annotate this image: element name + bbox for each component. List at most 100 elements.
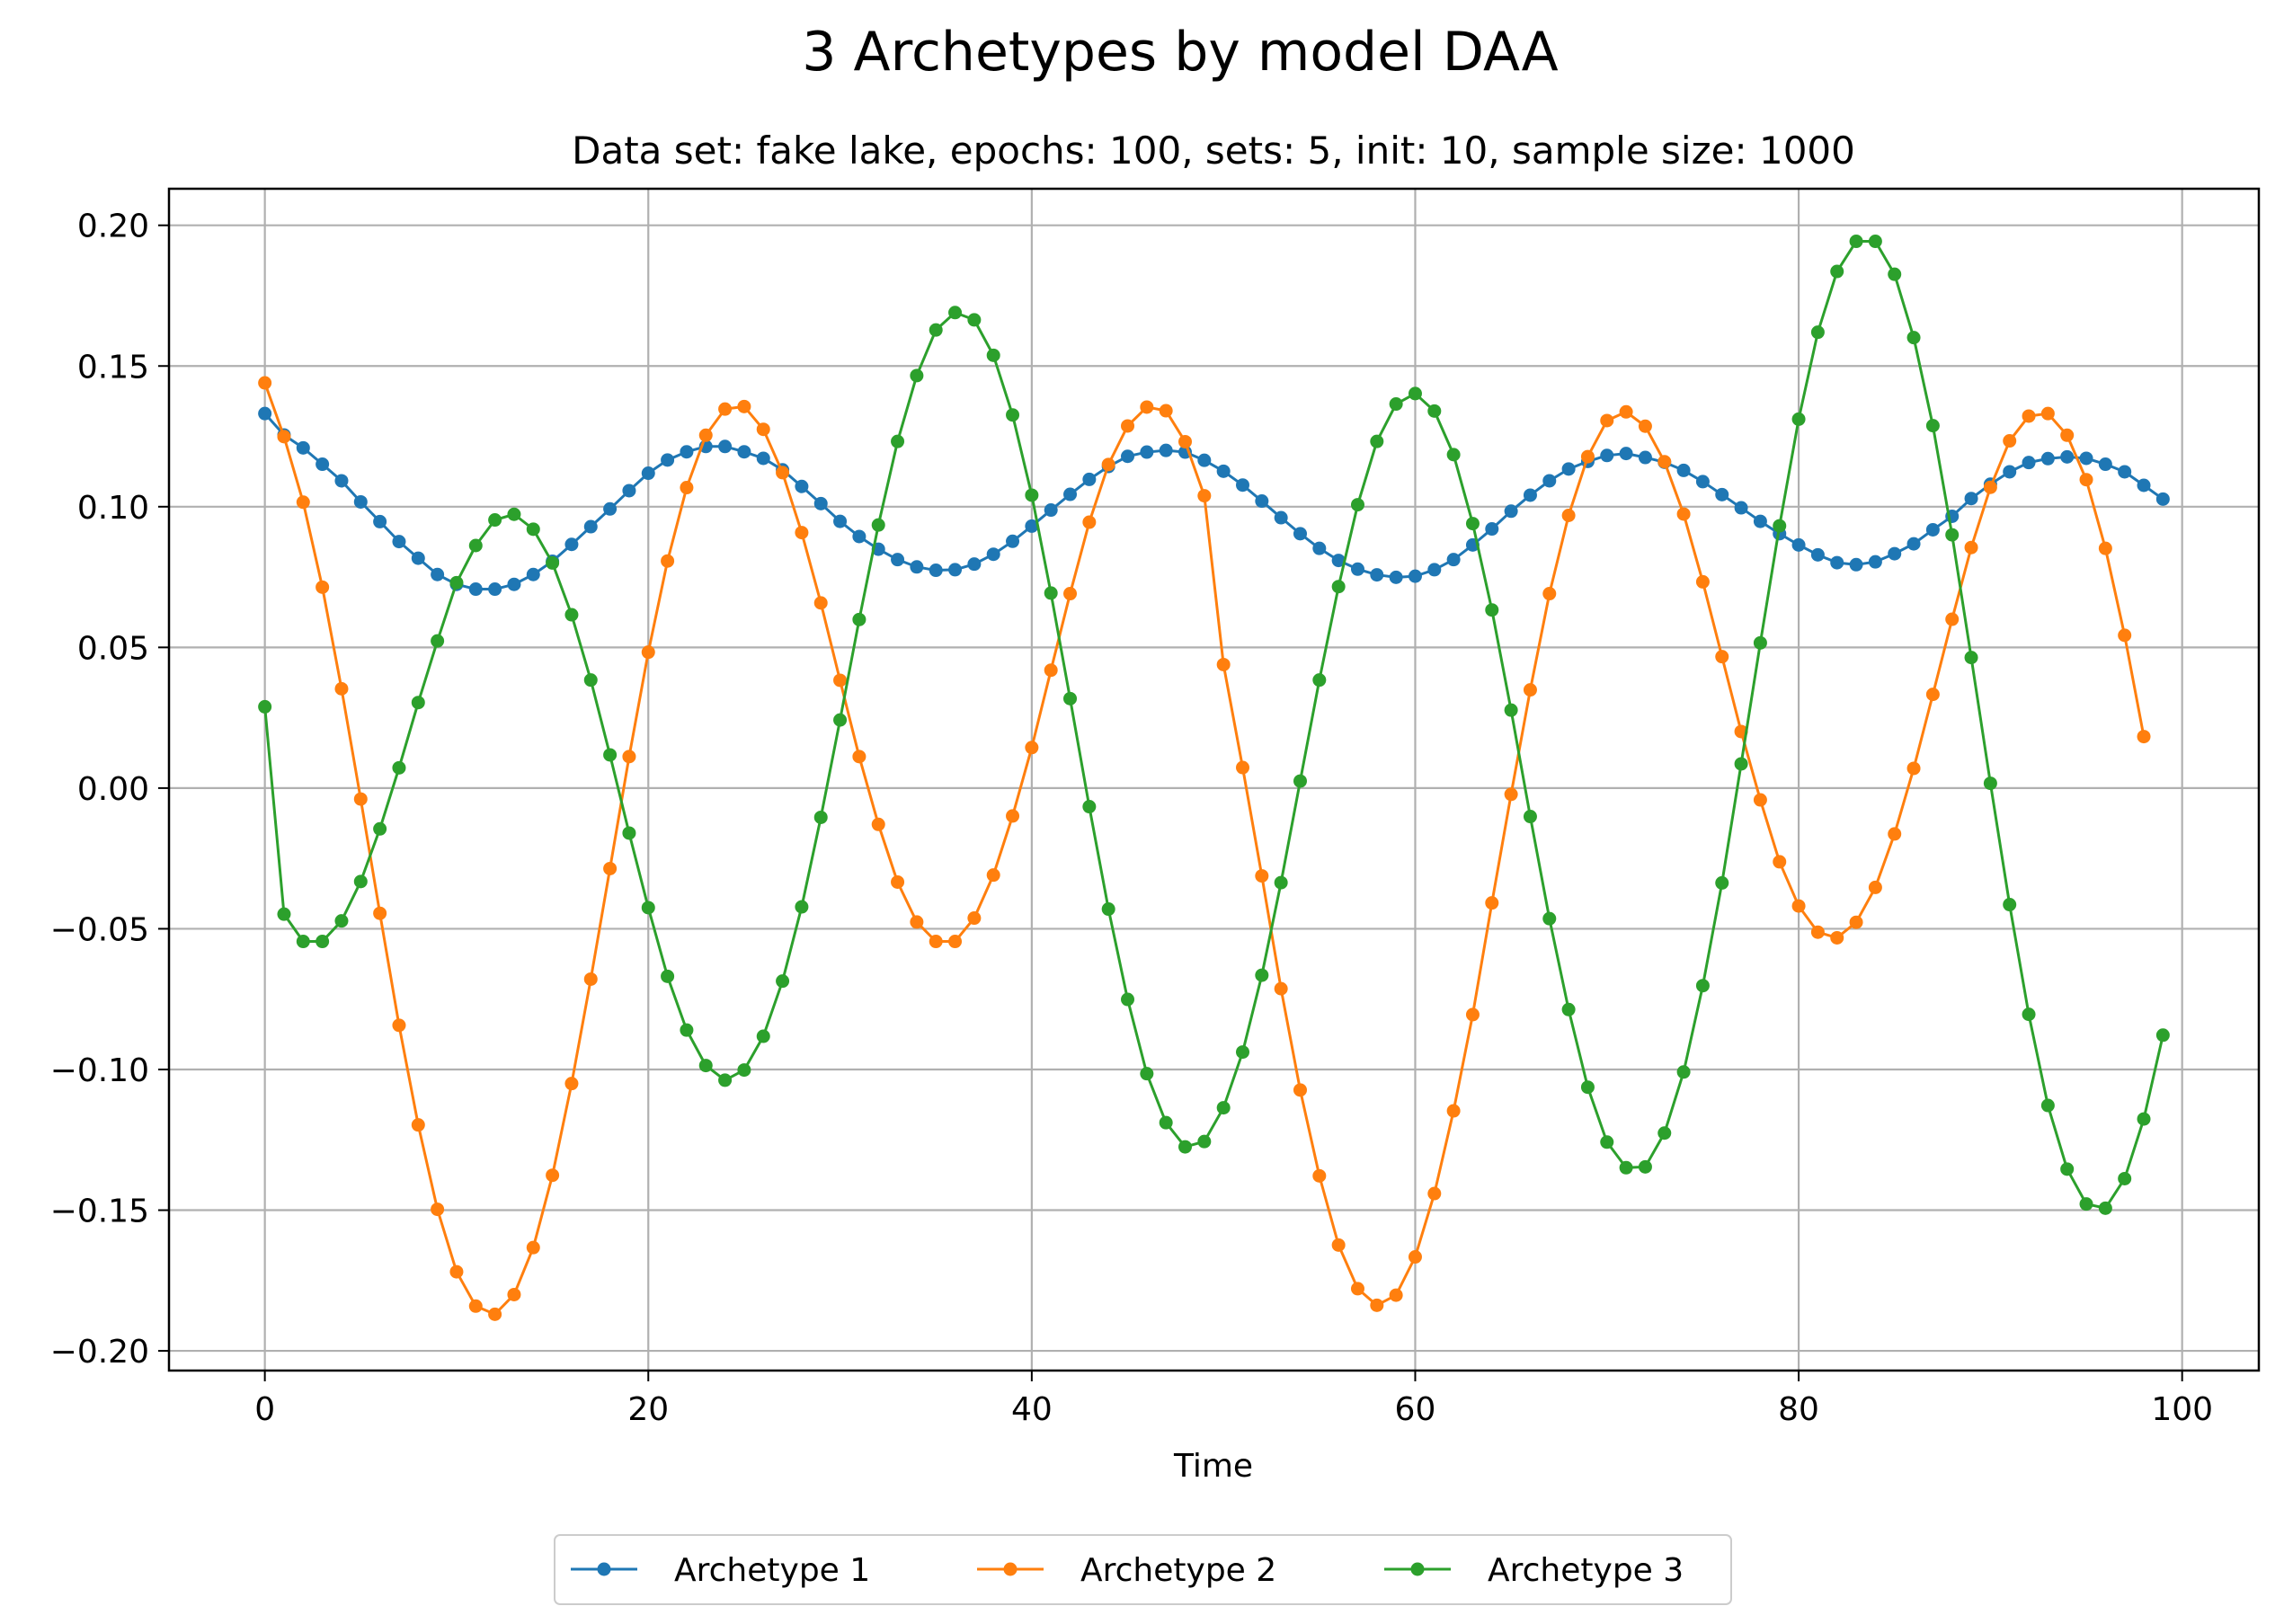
data-point bbox=[1312, 541, 1327, 555]
data-point bbox=[1791, 899, 1806, 913]
data-point bbox=[1408, 1250, 1422, 1265]
data-point bbox=[2003, 465, 2017, 479]
data-point bbox=[641, 901, 655, 915]
data-point bbox=[1044, 663, 1058, 678]
data-point bbox=[1274, 875, 1288, 890]
data-point bbox=[1964, 540, 1978, 555]
chart-title: 3 Archetypes by model DAA bbox=[802, 21, 1558, 84]
data-point bbox=[910, 368, 924, 383]
data-point bbox=[622, 750, 636, 764]
data-point bbox=[353, 494, 368, 509]
series-archetype-1 bbox=[258, 406, 2170, 597]
data-point bbox=[583, 519, 598, 534]
data-point bbox=[1082, 800, 1097, 814]
data-point bbox=[756, 451, 770, 466]
data-point bbox=[449, 1265, 464, 1279]
data-point bbox=[1542, 587, 1557, 601]
data-point bbox=[1715, 650, 1729, 664]
data-point bbox=[334, 474, 349, 488]
data-point bbox=[1868, 555, 1882, 569]
data-point bbox=[1121, 449, 1135, 464]
data-point bbox=[1485, 603, 1499, 617]
data-point bbox=[1849, 557, 1863, 572]
data-point bbox=[1638, 1159, 1652, 1174]
data-point bbox=[1925, 688, 1940, 702]
data-point bbox=[680, 1023, 694, 1037]
data-point bbox=[411, 696, 425, 710]
data-point bbox=[507, 1287, 521, 1301]
data-point bbox=[718, 1073, 733, 1087]
data-point bbox=[1657, 1126, 1672, 1140]
data-point bbox=[2040, 406, 2055, 421]
data-point bbox=[1255, 494, 1269, 509]
data-point bbox=[1063, 691, 1078, 706]
data-point bbox=[756, 422, 770, 437]
data-point bbox=[833, 514, 848, 528]
data-point bbox=[2003, 898, 2017, 912]
data-point bbox=[2098, 541, 2112, 555]
data-point bbox=[1006, 408, 1020, 422]
y-tick-label: −0.20 bbox=[50, 1334, 149, 1371]
data-point bbox=[1293, 1083, 1307, 1097]
data-point bbox=[2137, 478, 2151, 493]
y-tick-label: −0.10 bbox=[50, 1052, 149, 1089]
data-point bbox=[967, 557, 982, 572]
data-point bbox=[1810, 925, 1825, 939]
data-point bbox=[526, 567, 540, 581]
data-point bbox=[1236, 760, 1249, 775]
data-point bbox=[468, 1299, 483, 1313]
data-point bbox=[431, 1202, 445, 1217]
data-point bbox=[737, 1063, 751, 1078]
data-point bbox=[661, 969, 675, 983]
data-point bbox=[1063, 487, 1078, 501]
data-point bbox=[1121, 419, 1135, 433]
data-point bbox=[1101, 902, 1115, 917]
data-point bbox=[910, 915, 924, 929]
data-point bbox=[411, 1118, 425, 1132]
data-point bbox=[661, 554, 675, 568]
data-point bbox=[1197, 453, 1212, 467]
data-point bbox=[1178, 1140, 1192, 1154]
x-tick-label: 0 bbox=[254, 1391, 275, 1428]
data-point bbox=[622, 484, 636, 498]
data-point bbox=[680, 445, 694, 459]
data-point bbox=[2079, 451, 2093, 466]
data-point bbox=[603, 748, 618, 762]
data-point bbox=[1427, 1186, 1442, 1201]
data-point bbox=[296, 935, 310, 949]
data-point bbox=[1638, 450, 1652, 465]
data-point bbox=[1178, 434, 1192, 448]
data-point bbox=[1868, 880, 1882, 894]
legend-entry: Archetype 2 bbox=[977, 1552, 1276, 1589]
data-point bbox=[661, 453, 675, 467]
data-point bbox=[1619, 404, 1633, 419]
data-point bbox=[1888, 267, 1902, 281]
data-point bbox=[1063, 587, 1078, 601]
data-point bbox=[1830, 555, 1844, 570]
data-point bbox=[1370, 568, 1384, 582]
data-point bbox=[1485, 522, 1499, 537]
data-point bbox=[986, 547, 1000, 562]
data-point bbox=[1676, 463, 1691, 477]
data-point bbox=[910, 560, 924, 574]
data-point bbox=[813, 596, 828, 610]
data-point bbox=[1446, 1104, 1461, 1118]
legend-box bbox=[554, 1534, 1732, 1605]
data-point bbox=[1773, 855, 1787, 869]
data-point bbox=[1370, 1298, 1384, 1312]
data-point bbox=[776, 466, 790, 480]
data-point bbox=[1619, 1160, 1633, 1175]
data-point bbox=[1676, 507, 1691, 521]
data-point bbox=[1504, 787, 1518, 802]
data-point bbox=[2079, 1197, 2093, 1211]
data-point bbox=[1427, 563, 1442, 577]
data-point bbox=[2155, 492, 2170, 506]
data-point bbox=[1888, 827, 1902, 841]
x-tick-label: 60 bbox=[1395, 1391, 1436, 1428]
legend-entry: Archetype 1 bbox=[571, 1552, 870, 1589]
data-point bbox=[1025, 488, 1039, 502]
data-point bbox=[1810, 325, 1825, 340]
data-point bbox=[277, 430, 291, 444]
data-point bbox=[1542, 911, 1557, 926]
legend-marker bbox=[1410, 1562, 1425, 1576]
